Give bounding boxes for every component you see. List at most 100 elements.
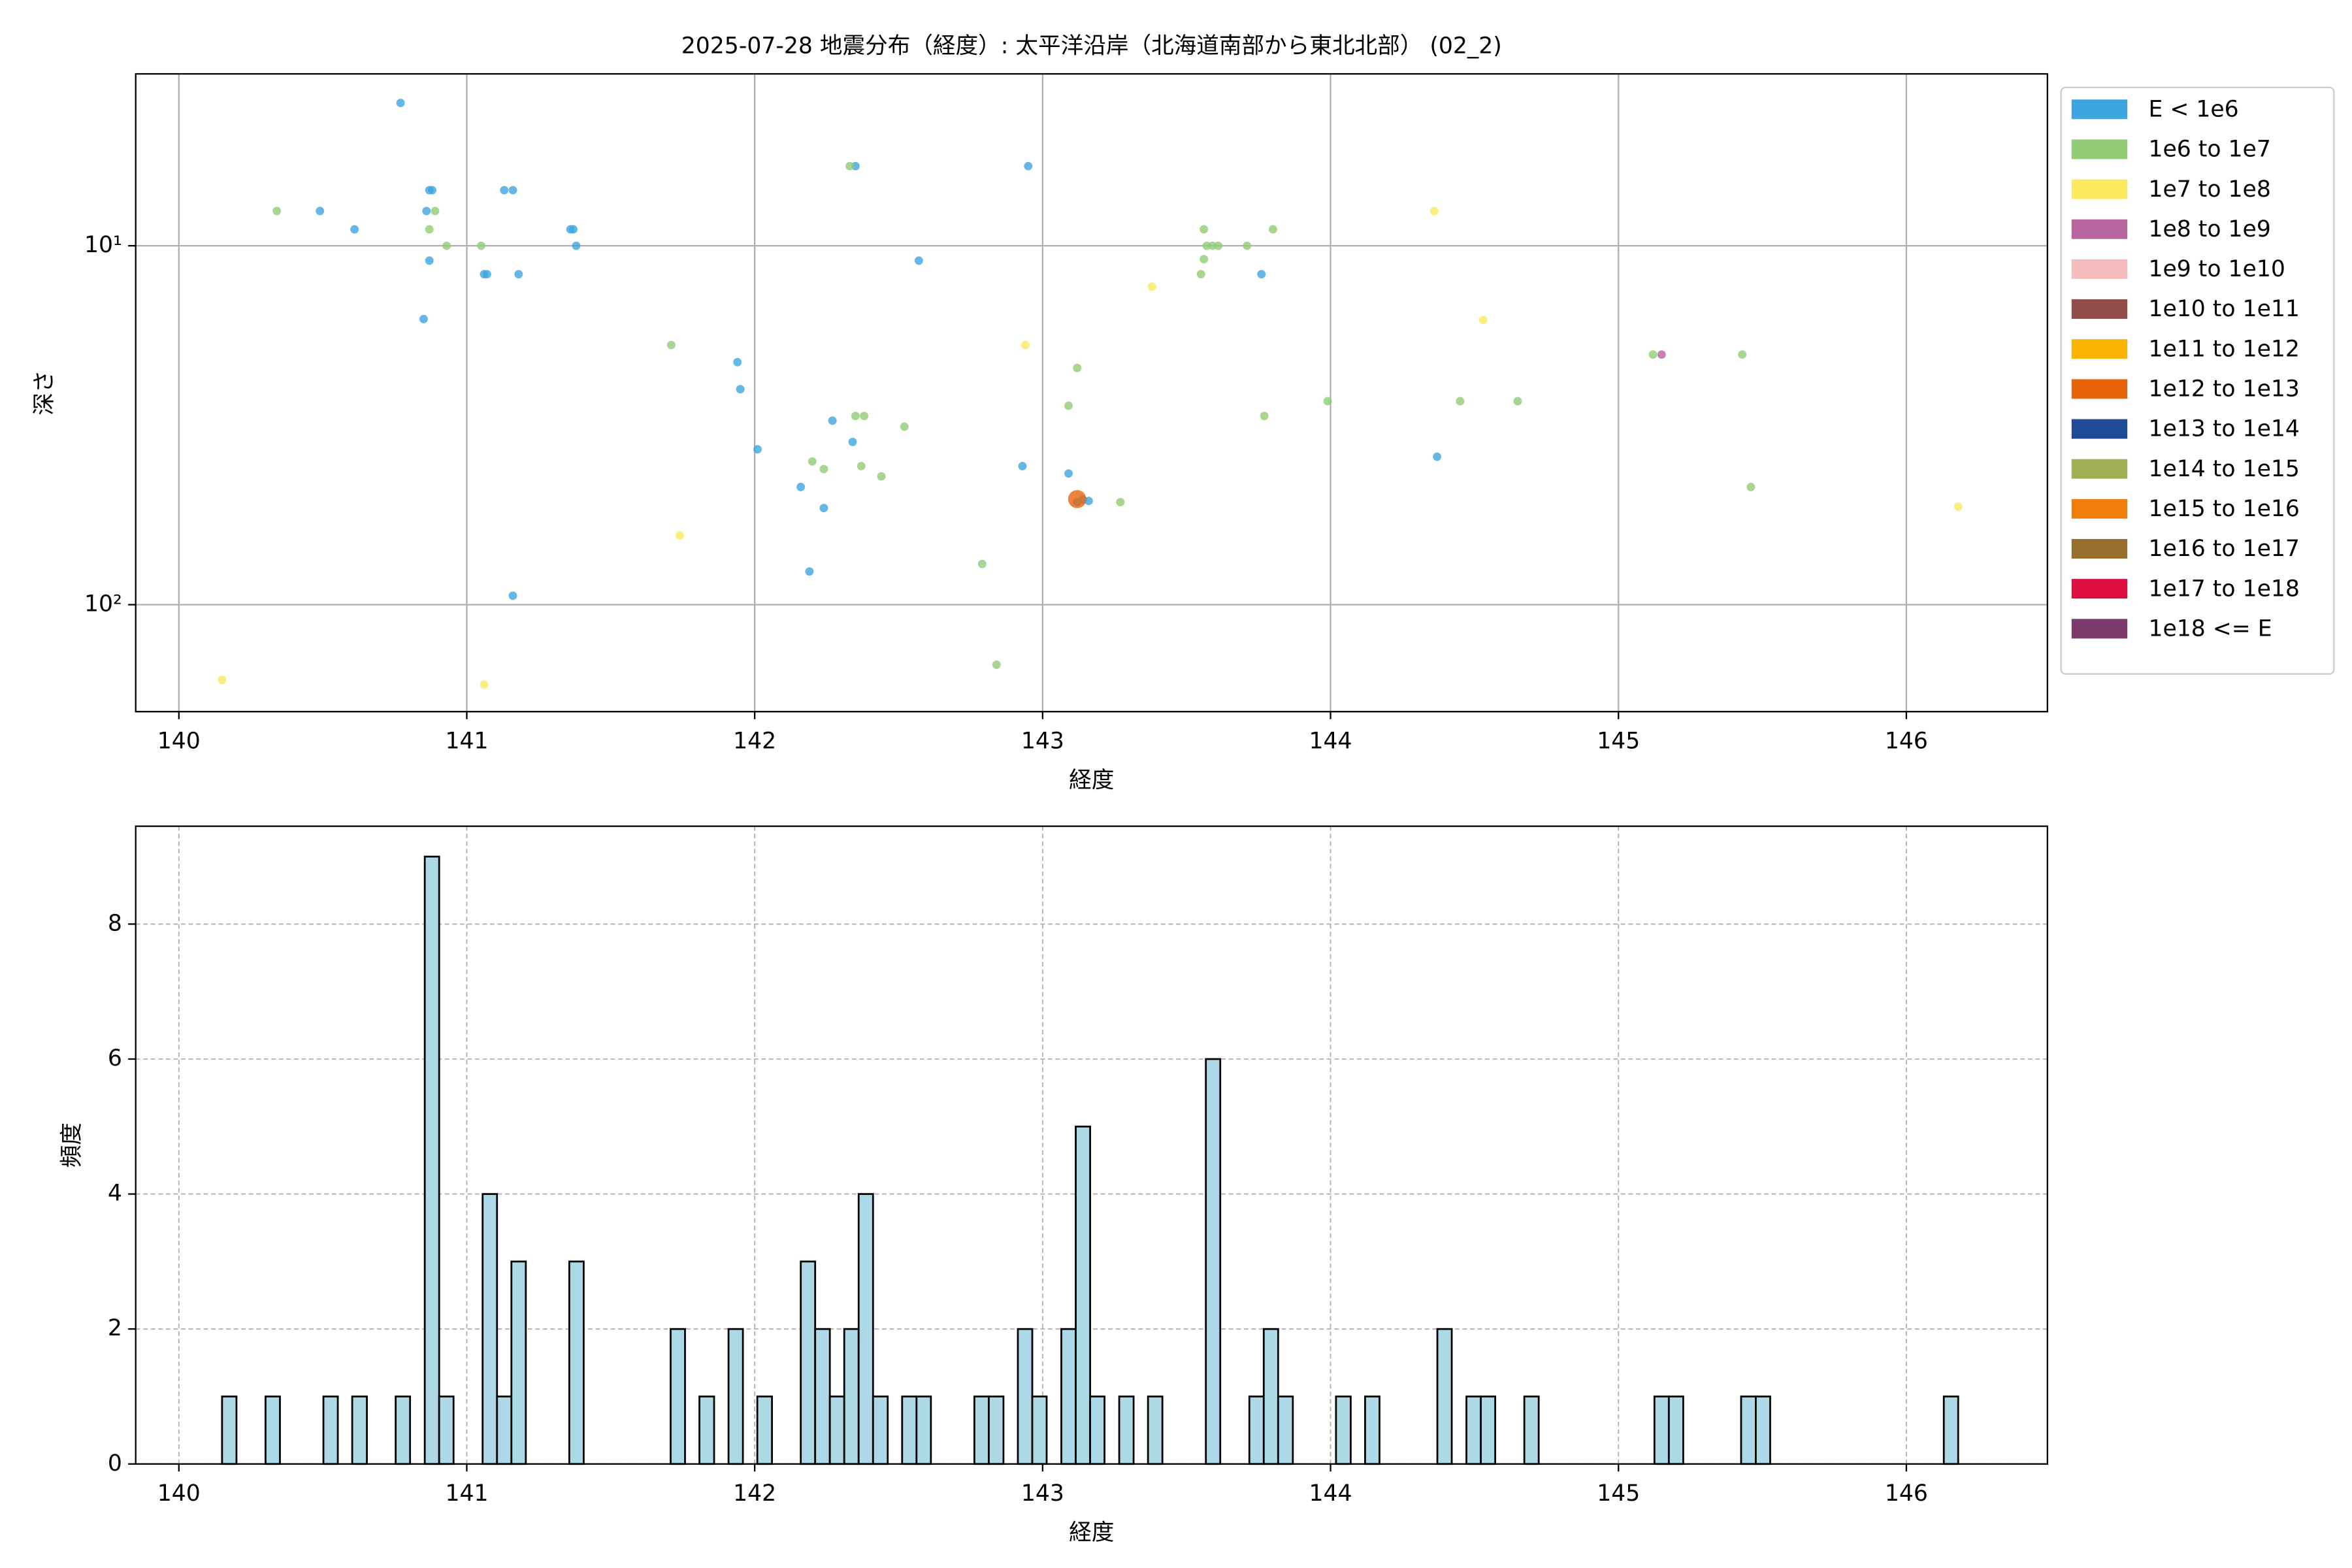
histogram-bar xyxy=(395,1396,412,1465)
data-point xyxy=(396,99,405,107)
histogram-bar xyxy=(496,1396,513,1465)
data-point xyxy=(316,206,325,216)
histogram-bar xyxy=(872,1396,889,1465)
histogram-bar xyxy=(698,1396,715,1465)
legend-swatch xyxy=(2071,219,2128,239)
histogram-bar xyxy=(857,1193,874,1465)
data-point xyxy=(1323,397,1332,406)
legend-swatch xyxy=(2071,459,2128,479)
legend-label: 1e17 to 1e18 xyxy=(2148,576,2299,602)
x-tick-label: 140 xyxy=(157,728,201,754)
legend-label: 1e11 to 1e12 xyxy=(2148,336,2299,362)
data-point xyxy=(514,270,523,279)
data-point xyxy=(805,567,814,576)
data-point xyxy=(1260,412,1269,421)
data-point xyxy=(736,385,745,394)
data-point xyxy=(272,206,282,216)
histogram-bar xyxy=(322,1396,339,1465)
legend-label: 1e13 to 1e14 xyxy=(2148,416,2299,442)
data-point xyxy=(1064,469,1073,478)
data-point xyxy=(477,241,485,250)
x-tick-label: 145 xyxy=(1597,1480,1640,1507)
x-axis-label: 経度 xyxy=(1069,1520,1114,1546)
legend-label: 1e15 to 1e16 xyxy=(2148,496,2299,522)
data-point xyxy=(1084,497,1093,506)
histogram-bar xyxy=(973,1396,990,1465)
x-axis-label: 経度 xyxy=(1069,767,1114,793)
data-point xyxy=(860,412,869,421)
x-tick-label: 143 xyxy=(1021,728,1064,754)
legend-swatch xyxy=(2071,419,2128,439)
data-point xyxy=(819,504,828,513)
histogram-bar xyxy=(988,1396,1005,1465)
x-tick-label: 142 xyxy=(733,728,776,754)
histogram-bar xyxy=(1465,1396,1482,1465)
legend-label: 1e12 to 1e13 xyxy=(2148,376,2299,402)
histogram-bar xyxy=(727,1328,744,1465)
data-point xyxy=(857,461,866,470)
histogram-bar xyxy=(1147,1396,1164,1465)
plot-frame xyxy=(135,73,2048,713)
histogram-bar xyxy=(1480,1396,1496,1465)
data-point xyxy=(977,559,987,568)
data-point xyxy=(877,472,886,481)
histogram-bar xyxy=(1364,1396,1380,1465)
data-point xyxy=(914,256,923,265)
data-point xyxy=(1268,225,1277,234)
data-point xyxy=(992,660,1001,669)
data-point xyxy=(419,314,428,323)
histogram-bar xyxy=(814,1328,831,1465)
histogram-bar xyxy=(1277,1396,1294,1465)
plot-frame xyxy=(135,825,2048,1465)
data-point xyxy=(1024,161,1033,171)
legend-swatch xyxy=(2071,498,2128,519)
y-axis-label: 深さ xyxy=(31,370,57,416)
data-point xyxy=(828,416,837,425)
histogram-bar xyxy=(1335,1396,1352,1465)
data-point xyxy=(500,186,509,195)
legend-swatch xyxy=(2071,299,2128,319)
data-point xyxy=(422,206,431,216)
x-tick-label: 144 xyxy=(1309,728,1352,754)
x-tick-label: 143 xyxy=(1021,1480,1064,1507)
histogram-bar xyxy=(1653,1396,1670,1465)
histogram-bar xyxy=(1031,1396,1048,1465)
data-point xyxy=(425,256,434,265)
data-point xyxy=(1147,282,1156,291)
histogram-bar xyxy=(901,1396,918,1465)
histogram-bar xyxy=(1523,1396,1540,1465)
data-point xyxy=(851,412,860,421)
histogram-bar xyxy=(265,1396,281,1465)
x-tick-label: 146 xyxy=(1885,728,1928,754)
data-point xyxy=(218,676,227,685)
histogram-bar xyxy=(1262,1328,1279,1465)
histogram-bar xyxy=(351,1396,368,1465)
legend-swatch xyxy=(2071,99,2128,120)
data-point xyxy=(1243,241,1252,250)
chart-title: 2025-07-28 地震分布（経度）: 太平洋沿岸（北海道南部から東北北部） … xyxy=(681,33,1502,59)
y-tick-label: 6 xyxy=(108,1045,122,1071)
data-point xyxy=(1200,255,1209,264)
data-point xyxy=(572,241,581,250)
y-tick-label: 4 xyxy=(108,1181,122,1207)
data-point xyxy=(428,186,437,195)
legend-swatch xyxy=(2071,259,2128,279)
legend-box xyxy=(2060,86,2335,675)
data-point xyxy=(431,206,440,216)
histogram-bar xyxy=(568,1260,585,1465)
legend-swatch xyxy=(2071,579,2128,599)
histogram-bar xyxy=(843,1328,860,1465)
data-point xyxy=(666,340,676,350)
y-axis-label: 頻度 xyxy=(59,1122,85,1168)
histogram-bar xyxy=(1060,1328,1077,1465)
y-tick-label: 10¹ xyxy=(84,232,122,258)
data-point xyxy=(1257,270,1266,279)
histogram-bar xyxy=(438,1396,455,1465)
legend-label: 1e10 to 1e11 xyxy=(2148,296,2299,322)
data-point xyxy=(1738,350,1747,359)
legend-label: 1e6 to 1e7 xyxy=(2148,137,2270,163)
legend-label: 1e18 <= E xyxy=(2148,615,2272,642)
legend-swatch xyxy=(2071,539,2128,559)
legend-label: 1e8 to 1e9 xyxy=(2148,216,2270,242)
